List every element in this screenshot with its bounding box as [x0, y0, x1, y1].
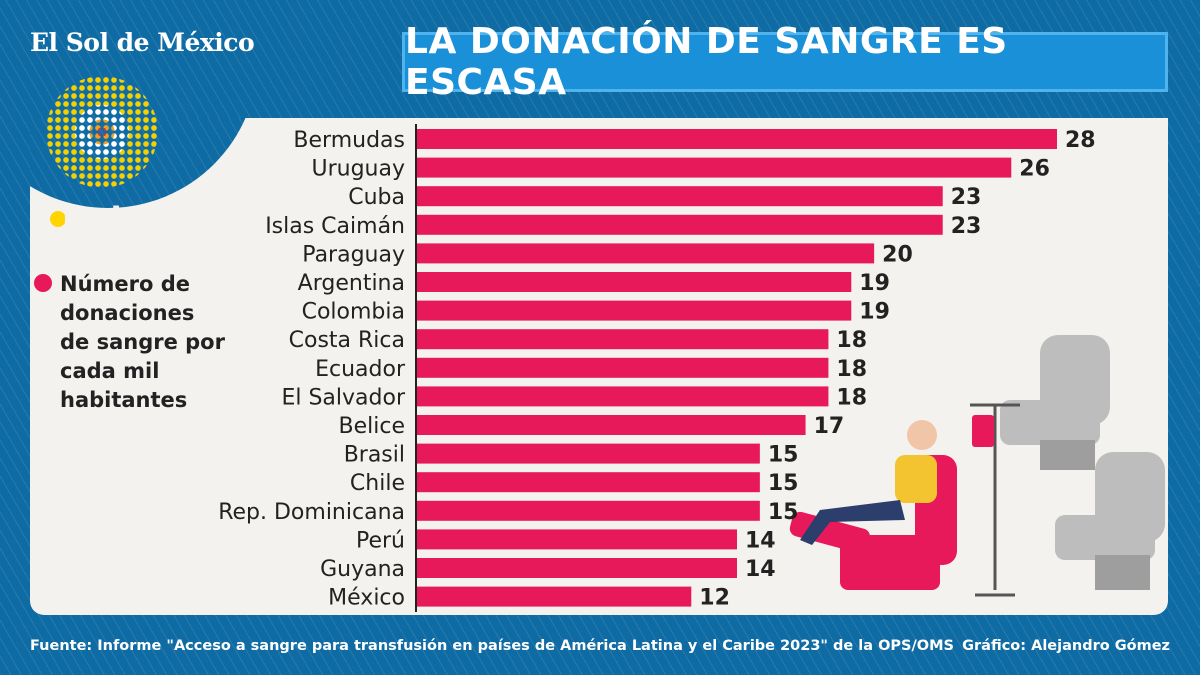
value-label: 23 — [951, 185, 982, 210]
iv-stand-icon — [970, 403, 1020, 597]
category-label: Perú — [356, 528, 405, 553]
category-label: México — [328, 586, 405, 611]
chair-icon — [1000, 335, 1110, 470]
category-label: Islas Caimán — [265, 214, 405, 239]
bar-el-salvador — [417, 386, 829, 407]
category-label: Chile — [350, 471, 405, 496]
bar-bermudas — [417, 129, 1057, 149]
bar-argentina — [417, 272, 852, 292]
bar-costa-rica — [417, 329, 829, 350]
person-torso — [895, 455, 937, 503]
source-note: Fuente: Informe "Acceso a sangre para tr… — [30, 638, 954, 654]
bar-rep-dominicana — [417, 500, 760, 521]
category-label: Bermudas — [293, 128, 405, 153]
credit-note: Gráfico: Alejandro Gómez — [962, 638, 1170, 654]
value-label: 19 — [859, 300, 890, 325]
bar-per- — [417, 529, 737, 550]
bar-islas-caim-n — [417, 214, 943, 235]
category-label: Ecuador — [315, 357, 406, 382]
donation-illustration — [789, 335, 1165, 597]
category-label: Argentina — [298, 271, 405, 296]
category-label: Uruguay — [312, 157, 406, 182]
category-label: Guyana — [320, 557, 405, 582]
person-head — [907, 420, 937, 450]
value-label: 20 — [882, 242, 913, 267]
bar-ecuador — [417, 357, 829, 378]
category-label: Belice — [339, 414, 405, 439]
value-label: 15 — [768, 500, 799, 525]
bar-brasil — [417, 443, 760, 464]
chart-title: LA DONACIÓN DE SANGRE ES ESCASA — [405, 21, 1008, 103]
bar-m-xico — [417, 586, 692, 607]
value-label: 18 — [836, 357, 867, 382]
value-label: 17 — [814, 414, 845, 439]
legend-label: Número de donaciones de sangre por cada … — [60, 272, 225, 412]
value-label: 28 — [1065, 128, 1096, 153]
category-label: Rep. Dominicana — [218, 500, 405, 525]
value-label: 23 — [951, 214, 982, 239]
data-dots-logo-icon — [46, 76, 158, 188]
el-sol-de-mexico-logo: El Sol de México — [30, 28, 255, 57]
category-label: Costa Rica — [289, 328, 405, 353]
category-label: Paraguay — [302, 242, 405, 267]
legend-swatch — [34, 274, 52, 292]
person-legs — [800, 500, 905, 545]
category-label: Brasil — [344, 443, 405, 468]
value-label: 26 — [1019, 157, 1050, 182]
bar-paraguay — [417, 243, 875, 264]
title-banner: LA DONACIÓN DE SANGRE ES ESCASA — [402, 21, 1168, 103]
bar-guyana — [417, 558, 737, 578]
chair-icon — [1055, 452, 1165, 590]
category-label: Cuba — [348, 185, 405, 210]
value-label: 18 — [836, 385, 867, 410]
bar-cuba — [417, 186, 943, 207]
bar-belice — [417, 415, 806, 435]
value-label: 12 — [699, 586, 730, 611]
blood-bag-icon — [972, 415, 994, 447]
value-label: 15 — [768, 471, 799, 496]
category-label: Colombia — [302, 300, 405, 325]
value-label: 14 — [745, 528, 776, 553]
legend: Número de donaciones de sangre por cada … — [34, 270, 230, 415]
value-label: 18 — [836, 328, 867, 353]
yellow-dot-icon — [50, 211, 66, 227]
bar-chile — [417, 472, 760, 493]
category-label: El Salvador — [281, 385, 405, 410]
bar-uruguay — [417, 157, 1012, 178]
value-label: 14 — [745, 557, 776, 582]
value-label: 15 — [768, 443, 799, 468]
bar-colombia — [417, 300, 852, 321]
data-logo: Data — [62, 198, 148, 236]
value-label: 19 — [859, 271, 890, 296]
